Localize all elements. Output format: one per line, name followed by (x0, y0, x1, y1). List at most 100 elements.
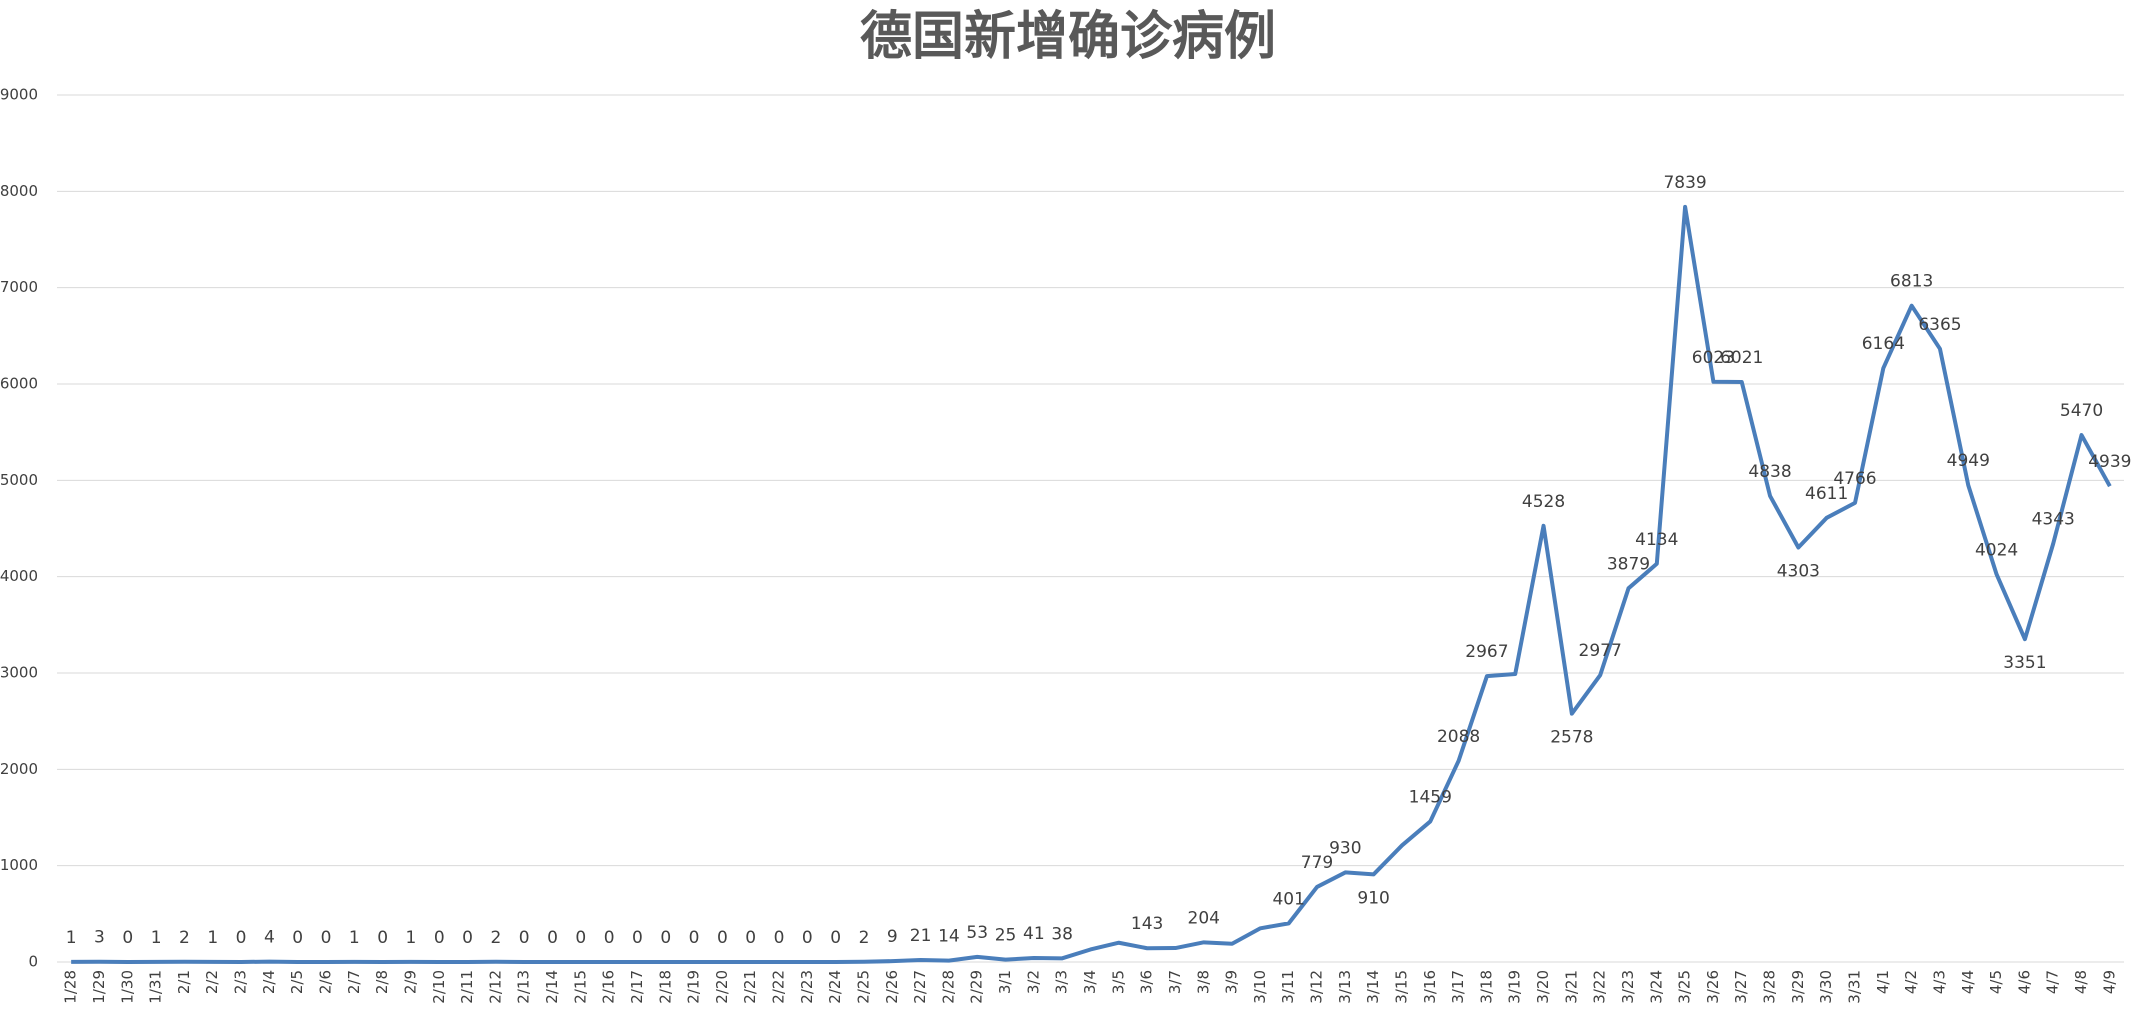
data-label: 25 (995, 926, 1017, 946)
data-label: 0 (434, 928, 445, 948)
x-tick-label: 3/1 (996, 970, 1014, 994)
data-label: 1 (349, 928, 360, 948)
data-label: 2977 (1579, 641, 1622, 661)
data-label: 4134 (1635, 530, 1678, 550)
data-label: 6365 (1918, 315, 1961, 335)
x-tick-label: 3/6 (1138, 970, 1156, 994)
data-label: 14 (938, 927, 960, 947)
x-tick-label: 2/16 (600, 970, 618, 1004)
data-label: 4611 (1805, 484, 1848, 504)
data-label: 0 (377, 928, 388, 948)
data-label: 41 (1023, 924, 1045, 944)
x-tick-label: 3/28 (1761, 970, 1779, 1004)
x-tick-label: 2/15 (571, 970, 589, 1004)
x-tick-label: 2/6 (316, 970, 334, 994)
x-tick-label: 3/8 (1194, 970, 1212, 994)
data-label: 2 (490, 928, 501, 948)
x-tick-label: 4/3 (1930, 970, 1948, 994)
data-label: 7839 (1663, 173, 1706, 193)
y-tick-label: 1000 (0, 856, 38, 874)
x-tick-label: 2/7 (345, 970, 363, 994)
data-label: 4939 (2088, 452, 2131, 472)
x-tick-label: 4/8 (2072, 970, 2090, 994)
data-label: 4303 (1777, 561, 1820, 581)
x-tick-label: 3/4 (1081, 970, 1099, 994)
y-tick-label: 8000 (0, 182, 38, 200)
data-label: 0 (321, 928, 332, 948)
x-tick-label: 3/30 (1817, 970, 1835, 1004)
x-tick-label: 3/17 (1449, 970, 1467, 1004)
x-tick-label: 3/11 (1279, 970, 1297, 1004)
data-label: 38 (1051, 924, 1073, 944)
x-tick-label: 3/20 (1534, 970, 1552, 1004)
data-label: 0 (519, 928, 530, 948)
x-tick-label: 1/29 (90, 970, 108, 1004)
data-line (71, 204, 2112, 964)
x-tick-label: 3/14 (1364, 970, 1382, 1004)
data-label: 1 (207, 928, 218, 948)
x-tick-label: 2/23 (798, 970, 816, 1004)
data-label: 0 (745, 928, 756, 948)
x-tick-label: 2/17 (628, 970, 646, 1004)
x-tick-label: 1/30 (118, 970, 136, 1004)
data-label: 930 (1329, 838, 1361, 858)
x-tick-label: 3/10 (1251, 970, 1269, 1004)
data-label: 1 (66, 928, 77, 948)
data-label: 0 (689, 928, 700, 948)
x-tick-label: 2/22 (770, 970, 788, 1004)
x-tick-label: 2/10 (430, 970, 448, 1004)
y-tick-label: 0 (28, 953, 38, 971)
data-label: 6164 (1862, 334, 1905, 354)
x-tick-label: 3/12 (1308, 970, 1326, 1004)
x-tick-label: 1/31 (147, 970, 165, 1004)
x-tick-label: 2/18 (656, 970, 674, 1004)
data-label: 1459 (1409, 787, 1452, 807)
data-label: 0 (122, 928, 133, 948)
x-tick-label: 3/2 (1024, 970, 1042, 994)
data-label: 0 (292, 928, 303, 948)
x-tick-label: 2/14 (543, 970, 561, 1004)
x-tick-label: 4/1 (1874, 970, 1892, 994)
data-label: 0 (717, 928, 728, 948)
data-label: 4343 (2032, 510, 2075, 530)
x-tick-label: 3/16 (1421, 970, 1439, 1004)
x-tick-label: 2/12 (486, 970, 504, 1004)
data-label: 6021 (1720, 348, 1763, 368)
x-tick-label: 3/23 (1619, 970, 1637, 1004)
data-label: 0 (236, 928, 247, 948)
x-tick-label: 2/8 (373, 970, 391, 994)
data-label: 4949 (1947, 451, 1990, 471)
data-label: 779 (1301, 853, 1333, 873)
x-tick-label: 3/21 (1562, 970, 1580, 1004)
data-label: 0 (462, 928, 473, 948)
x-tick-label: 4/6 (2015, 970, 2033, 994)
x-tick-label: 3/5 (1109, 970, 1127, 994)
x-tick-label: 2/27 (911, 970, 929, 1004)
data-label: 0 (547, 928, 558, 948)
data-label: 4838 (1748, 462, 1791, 482)
x-tick-label: 4/4 (1959, 970, 1977, 994)
x-tick-label: 2/20 (713, 970, 731, 1004)
data-label: 53 (966, 923, 988, 943)
x-tick-label: 4/2 (1902, 970, 1920, 994)
data-label: 0 (802, 928, 813, 948)
data-label: 6023 (1692, 348, 1735, 368)
data-label: 0 (774, 928, 785, 948)
data-label: 3 (94, 928, 105, 948)
x-tick-label: 2/25 (854, 970, 872, 1004)
x-tick-label: 2/2 (203, 970, 221, 994)
data-label: 2578 (1550, 728, 1593, 748)
data-label: 1 (151, 928, 162, 948)
x-tick-label: 3/27 (1732, 970, 1750, 1004)
x-tick-label: 3/22 (1591, 970, 1609, 1004)
x-tick-label: 2/28 (939, 970, 957, 1004)
x-tick-label: 4/7 (2044, 970, 2062, 994)
x-tick-label: 3/18 (1477, 970, 1495, 1004)
data-label: 2088 (1437, 727, 1480, 747)
y-tick-label: 7000 (0, 278, 38, 296)
x-tick-label: 4/9 (2100, 970, 2118, 994)
y-tick-label: 5000 (0, 471, 38, 489)
x-tick-label: 3/15 (1392, 970, 1410, 1004)
data-label: 6813 (1890, 272, 1933, 292)
